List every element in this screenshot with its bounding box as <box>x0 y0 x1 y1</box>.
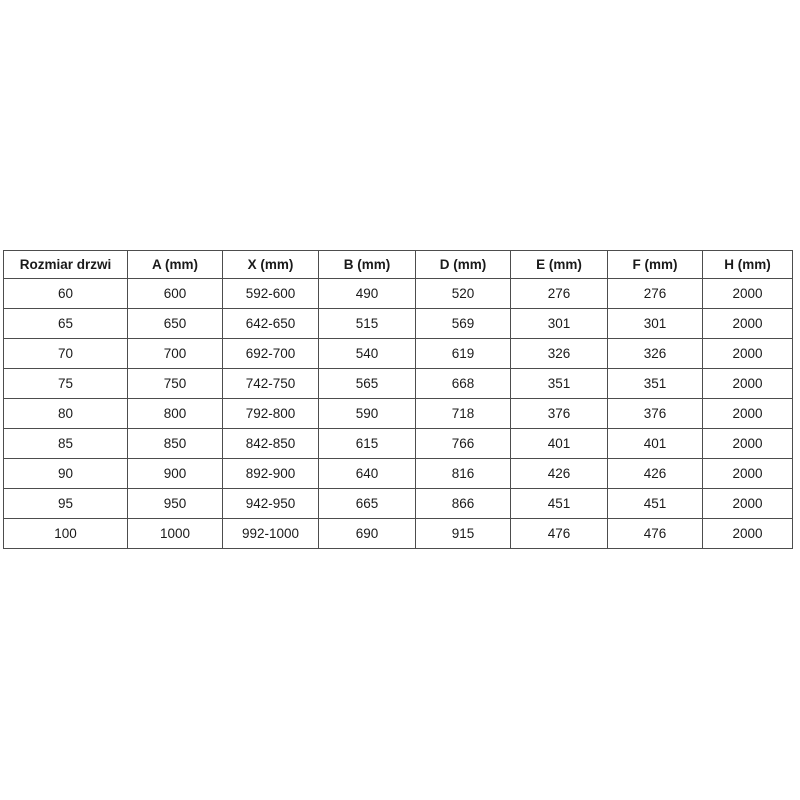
header-cell-rozmiar-drzwi: Rozmiar drzwi <box>3 250 128 279</box>
table-cell: 490 <box>318 278 416 309</box>
table-cell: 451 <box>510 488 608 519</box>
table-cell: 426 <box>607 458 703 489</box>
table-row: 90 900 892-900 640 816 426 426 2000 <box>3 458 793 489</box>
table-cell: 1000 <box>127 518 223 549</box>
table-cell: 80 <box>3 398 128 429</box>
table-cell: 401 <box>510 428 608 459</box>
table-cell: 540 <box>318 338 416 369</box>
header-cell-f-mm: F (mm) <box>607 250 703 279</box>
table-cell: 65 <box>3 308 128 339</box>
table-cell: 2000 <box>702 518 793 549</box>
table-cell: 100 <box>3 518 128 549</box>
door-size-spec-table: Rozmiar drzwi A (mm) X (mm) B (mm) D (mm… <box>3 250 793 549</box>
table-cell: 690 <box>318 518 416 549</box>
table-cell: 565 <box>318 368 416 399</box>
table-cell: 515 <box>318 308 416 339</box>
table-cell: 276 <box>607 278 703 309</box>
table-body: 60 600 592-600 490 520 276 276 2000 65 650 642-650… <box>3 278 793 549</box>
table-row: 95 950 942-950 665 866 451 451 2000 <box>3 488 793 519</box>
table-cell: 326 <box>510 338 608 369</box>
table-cell: 842-850 <box>222 428 319 459</box>
header-row: Rozmiar drzwi A (mm) X (mm) B (mm) D (mm… <box>3 250 793 279</box>
table-cell: 376 <box>607 398 703 429</box>
table-cell: 326 <box>607 338 703 369</box>
table-cell: 766 <box>415 428 511 459</box>
table-cell: 376 <box>510 398 608 429</box>
header-cell-d-mm: D (mm) <box>415 250 511 279</box>
table-cell: 866 <box>415 488 511 519</box>
table-cell: 301 <box>607 308 703 339</box>
table-cell: 718 <box>415 398 511 429</box>
table-row: 80 800 792-800 590 718 376 376 2000 <box>3 398 793 429</box>
table-cell: 816 <box>415 458 511 489</box>
table-cell: 800 <box>127 398 223 429</box>
header-cell-x-mm: X (mm) <box>222 250 319 279</box>
table-cell: 2000 <box>702 458 793 489</box>
table-cell: 2000 <box>702 278 793 309</box>
table-row: 75 750 742-750 565 668 351 351 2000 <box>3 368 793 399</box>
table-cell: 742-750 <box>222 368 319 399</box>
table-cell: 915 <box>415 518 511 549</box>
table-cell: 900 <box>127 458 223 489</box>
table-cell: 70 <box>3 338 128 369</box>
table-cell: 2000 <box>702 338 793 369</box>
table-cell: 60 <box>3 278 128 309</box>
table-cell: 600 <box>127 278 223 309</box>
table-cell: 75 <box>3 368 128 399</box>
table-cell: 2000 <box>702 428 793 459</box>
header-cell-a-mm: A (mm) <box>127 250 223 279</box>
table-cell: 668 <box>415 368 511 399</box>
table-cell: 792-800 <box>222 398 319 429</box>
table-cell: 950 <box>127 488 223 519</box>
table-row: 100 1000 992-1000 690 915 476 476 2000 <box>3 518 793 549</box>
table-row: 85 850 842-850 615 766 401 401 2000 <box>3 428 793 459</box>
table-cell: 850 <box>127 428 223 459</box>
table-cell: 619 <box>415 338 511 369</box>
table-cell: 401 <box>607 428 703 459</box>
table-cell: 90 <box>3 458 128 489</box>
table-cell: 276 <box>510 278 608 309</box>
table-cell: 700 <box>127 338 223 369</box>
table-cell: 476 <box>607 518 703 549</box>
header-cell-h-mm: H (mm) <box>702 250 793 279</box>
table-cell: 692-700 <box>222 338 319 369</box>
table-row: 60 600 592-600 490 520 276 276 2000 <box>3 278 793 309</box>
table-cell: 2000 <box>702 308 793 339</box>
table-cell: 2000 <box>702 488 793 519</box>
table-cell: 942-950 <box>222 488 319 519</box>
table-cell: 351 <box>510 368 608 399</box>
table-cell: 592-600 <box>222 278 319 309</box>
table-cell: 95 <box>3 488 128 519</box>
table-cell: 2000 <box>702 398 793 429</box>
table-cell: 640 <box>318 458 416 489</box>
table-cell: 750 <box>127 368 223 399</box>
table-cell: 665 <box>318 488 416 519</box>
header-cell-e-mm: E (mm) <box>510 250 608 279</box>
table-cell: 650 <box>127 308 223 339</box>
table-head: Rozmiar drzwi A (mm) X (mm) B (mm) D (mm… <box>3 250 793 279</box>
table-cell: 426 <box>510 458 608 489</box>
header-cell-b-mm: B (mm) <box>318 250 416 279</box>
table-cell: 569 <box>415 308 511 339</box>
table-cell: 590 <box>318 398 416 429</box>
table-row: 65 650 642-650 515 569 301 301 2000 <box>3 308 793 339</box>
table-cell: 301 <box>510 308 608 339</box>
table-cell: 892-900 <box>222 458 319 489</box>
table-cell: 992-1000 <box>222 518 319 549</box>
table-cell: 351 <box>607 368 703 399</box>
table-cell: 451 <box>607 488 703 519</box>
table-cell: 2000 <box>702 368 793 399</box>
table-cell: 642-650 <box>222 308 319 339</box>
table-cell: 520 <box>415 278 511 309</box>
table-cell: 615 <box>318 428 416 459</box>
table-row: 70 700 692-700 540 619 326 326 2000 <box>3 338 793 369</box>
table-cell: 476 <box>510 518 608 549</box>
table-cell: 85 <box>3 428 128 459</box>
